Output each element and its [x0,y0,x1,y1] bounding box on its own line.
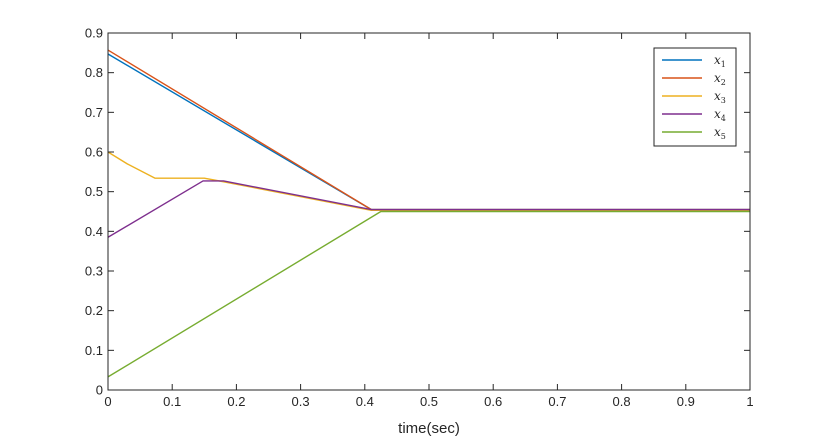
x-axis-title: time(sec) [398,420,460,437]
y-tick-label: 0.3 [85,264,103,279]
y-tick-label: 0.6 [85,145,103,160]
legend-entry-subscript: 5 [721,132,726,141]
y-tick-label: 0.8 [85,65,103,80]
x-tick-label: 0 [104,394,111,409]
legend-box [653,47,737,147]
x-tick-label: 0.9 [677,394,695,409]
y-tick-label: 0.1 [85,343,103,358]
x-tick-label: 0.5 [420,394,438,409]
x-tick-label: 0.2 [227,394,245,409]
legend-entry-label: x4 [714,107,726,123]
legend: x1 x2 x3 x4 x5 [653,47,737,147]
x-tick-label: 0.6 [484,394,502,409]
y-tick-label: 0.7 [85,105,103,120]
legend-entry-label: x1 [714,53,726,69]
y-tick-label: 0.9 [85,26,103,41]
legend-entry-label: x2 [714,71,726,87]
y-tick-label: 0.2 [85,303,103,318]
x-tick-label: 0.8 [613,394,631,409]
series-layer [107,49,750,378]
x-tick-label: 0.1 [163,394,181,409]
legend-entry-label: x5 [714,125,726,141]
legend-entry-subscript: 2 [721,78,726,87]
series-line-5 [107,210,750,378]
series-line-4 [107,180,750,238]
legend-entry-subscript: 4 [721,114,726,123]
x-tick-label: 1 [746,394,753,409]
axes-layer: 0 0.1 0.2 0.3 0.4 0.5 0.6 0.7 0.8 0.9 1 0 0.1 0.2 0.3 0… [85,26,754,410]
x-tick-label: 0.4 [356,394,374,409]
legend-entry-label: x3 [714,89,726,105]
legend-entry-subscript: 3 [721,96,726,105]
y-tick-label: 0 [96,383,103,398]
legend-entry-subscript: 1 [721,60,726,69]
x-tick-label: 0.3 [292,394,310,409]
y-tick-label: 0.5 [85,184,103,199]
series-line-3 [107,151,750,212]
y-tick-label: 0.4 [85,224,103,239]
x-tick-label: 0.7 [548,394,566,409]
